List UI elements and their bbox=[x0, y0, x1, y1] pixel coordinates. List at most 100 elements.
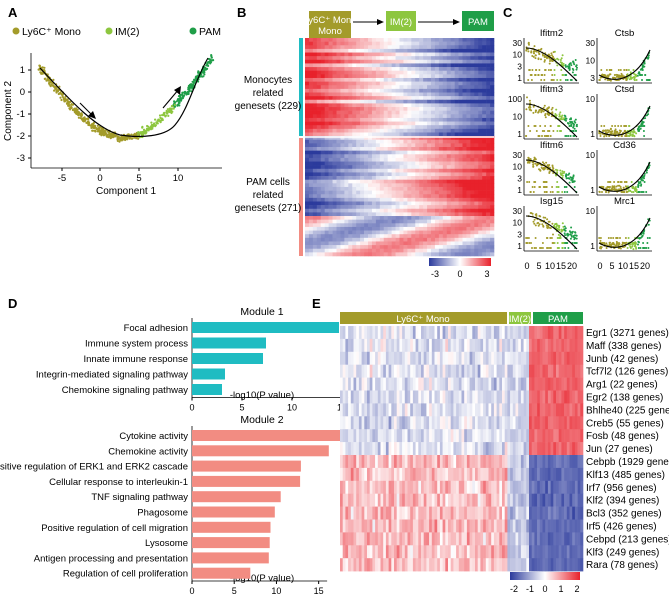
heat-cell bbox=[371, 205, 377, 210]
heat-cell bbox=[474, 147, 479, 151]
heat-cell bbox=[336, 219, 341, 224]
heat-cell bbox=[371, 172, 377, 177]
heat-cell bbox=[462, 201, 467, 206]
heat-cell bbox=[470, 110, 475, 115]
heat-cell bbox=[407, 92, 412, 97]
heat-cell bbox=[356, 88, 361, 93]
panel-a-scatter bbox=[37, 54, 215, 143]
heat-cell bbox=[434, 114, 440, 119]
heat-cell bbox=[312, 147, 318, 151]
heat-cell bbox=[490, 117, 495, 122]
heat-cell bbox=[368, 45, 373, 50]
heat-cell bbox=[403, 183, 408, 188]
heat-cell bbox=[478, 128, 483, 133]
heat-cell bbox=[415, 219, 420, 224]
heat-cell bbox=[482, 190, 487, 195]
heat-cell bbox=[364, 99, 369, 104]
heat-cell bbox=[379, 179, 385, 184]
heat-cell bbox=[486, 48, 491, 53]
heat-cell bbox=[324, 38, 329, 42]
heat-cell bbox=[368, 70, 373, 75]
heat-cell bbox=[395, 168, 400, 173]
heat-cell bbox=[403, 205, 408, 210]
heat-cell bbox=[375, 226, 381, 231]
gene-point bbox=[632, 134, 635, 137]
cell-point bbox=[103, 129, 106, 132]
cell-point bbox=[86, 117, 89, 120]
heat-cell bbox=[442, 252, 448, 257]
heat-cell bbox=[344, 234, 349, 239]
heat-cell bbox=[328, 125, 333, 130]
heat-cell bbox=[340, 121, 345, 126]
heat-cell bbox=[360, 110, 365, 115]
heat-cell bbox=[308, 190, 314, 195]
gene-point bbox=[567, 173, 570, 176]
heat-cell bbox=[490, 67, 495, 71]
heat-cell bbox=[305, 201, 310, 206]
heat-cell bbox=[434, 99, 440, 104]
cell-point bbox=[180, 99, 183, 102]
heat-cell bbox=[462, 41, 467, 46]
heat-cell bbox=[482, 77, 487, 82]
heat-cell bbox=[474, 67, 479, 71]
heat-cell bbox=[450, 56, 455, 61]
heat-cell bbox=[356, 139, 361, 144]
heat-cell bbox=[442, 223, 448, 228]
cell-point bbox=[189, 84, 193, 87]
heat-cell bbox=[399, 121, 404, 126]
heat-cell bbox=[438, 52, 444, 57]
gene-point bbox=[527, 156, 530, 159]
heat-cell bbox=[478, 194, 483, 199]
heat-cell bbox=[360, 234, 365, 239]
gene-point bbox=[604, 78, 607, 81]
heat-cell bbox=[316, 197, 322, 202]
heat-cell bbox=[438, 154, 444, 159]
gene-point bbox=[624, 237, 627, 239]
heat-cell bbox=[486, 237, 491, 242]
heat-cell bbox=[423, 88, 428, 93]
heat-cell bbox=[454, 212, 459, 217]
cell-point bbox=[148, 127, 151, 130]
heat-cell bbox=[352, 168, 357, 173]
heat-cell bbox=[470, 252, 475, 257]
heat-cell bbox=[446, 165, 451, 170]
heat-cell bbox=[399, 219, 404, 224]
gene-point bbox=[549, 135, 552, 137]
heat-cell bbox=[482, 208, 487, 213]
gene-point bbox=[642, 175, 645, 178]
heat-cell bbox=[383, 179, 388, 184]
heat-cell bbox=[486, 114, 491, 119]
gene-point bbox=[569, 120, 572, 123]
heat-cell bbox=[474, 52, 479, 57]
heat-cell bbox=[486, 176, 491, 180]
heat-cell bbox=[320, 110, 325, 115]
heat-cell bbox=[383, 165, 388, 170]
heat-cell bbox=[407, 110, 412, 115]
heat-cell bbox=[324, 205, 329, 210]
heat-cell bbox=[450, 168, 455, 173]
heat-cell bbox=[431, 143, 436, 148]
heat-cell bbox=[352, 165, 357, 170]
gene-point bbox=[639, 247, 642, 249]
gene-ytick: 1 bbox=[517, 73, 522, 83]
heat-cell bbox=[379, 74, 385, 79]
heat-cell bbox=[434, 176, 440, 180]
heat-cell bbox=[446, 117, 451, 122]
gene-point bbox=[573, 186, 576, 188]
heat-cell bbox=[348, 183, 353, 188]
heat-cell bbox=[466, 183, 471, 188]
gene-point bbox=[629, 189, 632, 192]
heat-cell bbox=[399, 226, 404, 231]
heat-cell bbox=[387, 110, 392, 115]
heat-cell bbox=[442, 103, 448, 108]
heat-cell bbox=[419, 150, 424, 155]
heat-cell bbox=[454, 147, 459, 151]
heat-cell bbox=[442, 157, 448, 162]
heat-cell bbox=[446, 139, 451, 144]
gene-fit-curve bbox=[598, 105, 651, 136]
heat-cell bbox=[454, 183, 459, 188]
heat-cell bbox=[474, 77, 479, 82]
heat-cell bbox=[368, 88, 373, 93]
heat-cell bbox=[434, 226, 440, 231]
